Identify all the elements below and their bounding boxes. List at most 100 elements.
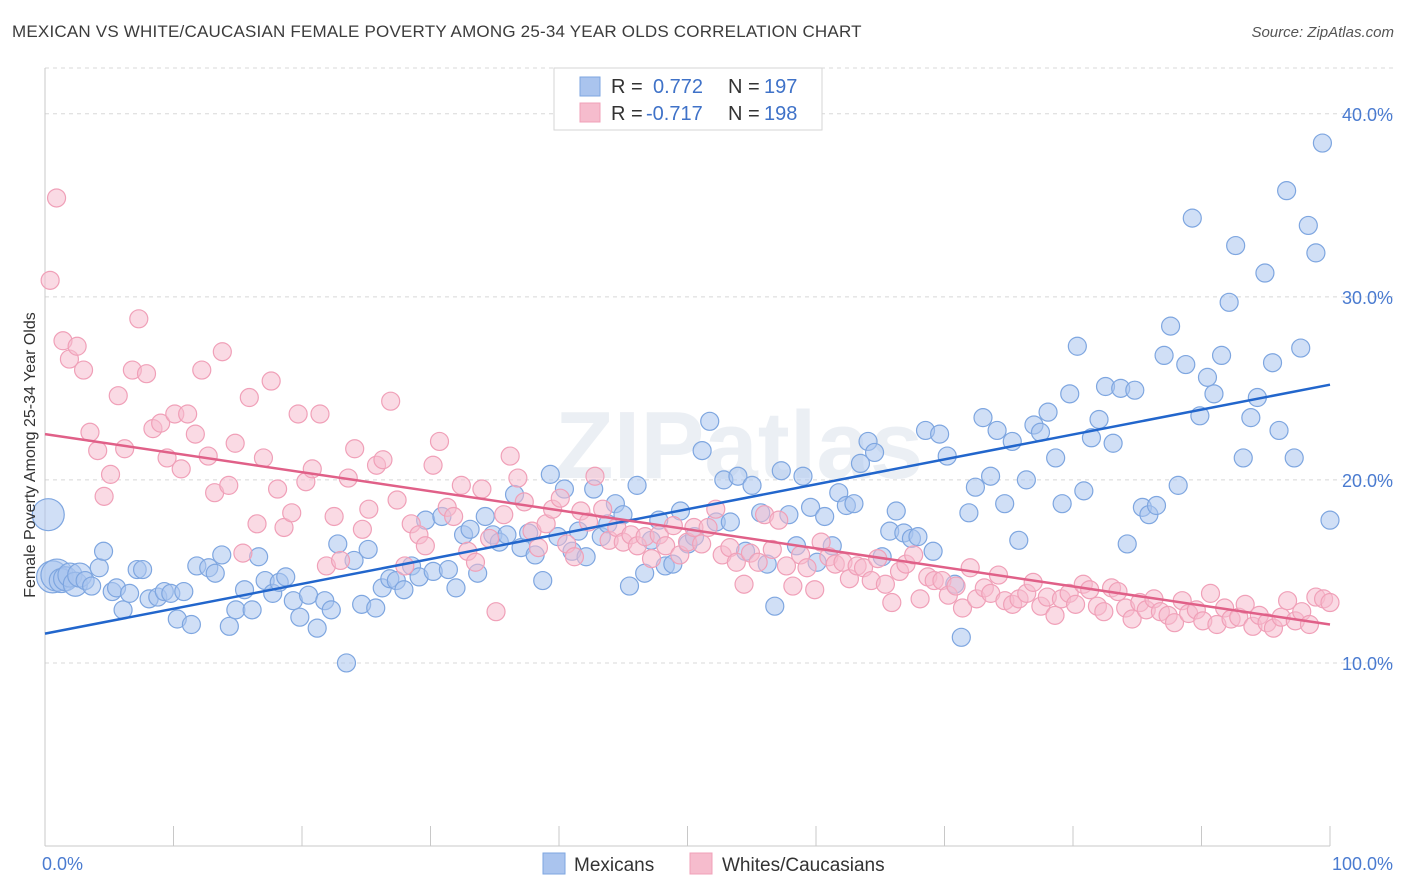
data-point	[151, 413, 171, 433]
data-point	[82, 576, 102, 596]
data-point	[1146, 495, 1167, 516]
data-point	[205, 563, 225, 583]
data-point	[460, 519, 480, 539]
data-point	[330, 550, 351, 571]
legend-r-label-mexicans: R =	[611, 76, 643, 98]
data-point	[908, 527, 928, 547]
data-point	[728, 466, 748, 486]
bottom-legend-swatch-mexicans	[542, 852, 566, 875]
whites-points	[40, 188, 1340, 638]
data-point	[1262, 353, 1283, 373]
legend-n-value-mexicans: 197	[764, 76, 797, 98]
data-point	[336, 653, 357, 673]
data-point	[844, 494, 864, 514]
data-point	[769, 510, 789, 530]
data-point	[1241, 408, 1261, 428]
data-point	[797, 558, 817, 578]
data-point	[959, 503, 979, 523]
data-point	[310, 404, 330, 424]
data-point	[528, 538, 549, 558]
data-point	[249, 547, 269, 567]
data-point	[307, 618, 327, 638]
data-point	[1182, 208, 1202, 228]
data-point	[1038, 402, 1058, 422]
data-point	[692, 534, 712, 554]
data-point	[288, 404, 308, 424]
data-point	[119, 583, 140, 603]
trendlines	[44, 383, 1331, 635]
data-point	[771, 461, 791, 481]
data-point	[995, 494, 1015, 514]
data-point	[1103, 433, 1123, 453]
data-point	[73, 360, 94, 380]
data-point	[276, 567, 296, 587]
data-point	[1299, 614, 1320, 635]
data-point	[174, 581, 194, 602]
data-point	[1160, 316, 1181, 336]
data-point	[1089, 409, 1109, 430]
legend-swatch-mexicans	[579, 76, 601, 97]
data-point	[564, 547, 585, 567]
data-point	[1067, 336, 1087, 356]
data-point	[886, 501, 906, 521]
data-point	[1154, 345, 1174, 366]
data-point	[951, 627, 971, 647]
legend-n-label-whites: N =	[728, 103, 760, 125]
data-point	[171, 459, 191, 479]
data-point	[805, 580, 825, 600]
data-point	[233, 543, 253, 563]
data-point	[387, 490, 407, 510]
data-point	[937, 446, 957, 466]
data-point	[321, 600, 341, 620]
data-point	[472, 479, 492, 499]
data-point	[720, 512, 740, 532]
data-point	[94, 486, 114, 506]
data-point	[324, 506, 344, 527]
data-point	[965, 477, 986, 497]
data-point	[1235, 594, 1255, 614]
data-point	[1226, 235, 1246, 256]
y-axis-label: Female Poverty Among 25-34 Year Olds	[22, 312, 39, 598]
data-point	[533, 570, 553, 591]
data-point	[734, 574, 754, 594]
data-point	[198, 446, 218, 466]
bottom-legend: Mexicans Whites/Caucasians	[542, 852, 885, 876]
data-point	[132, 559, 153, 580]
data-point	[423, 455, 443, 475]
chart-title: MEXICAN VS WHITE/CAUCASIAN FEMALE POVERT…	[12, 22, 862, 41]
y-tick-label: 10.0%	[1342, 654, 1393, 674]
x-tick-label-min: 0.0%	[42, 854, 83, 874]
data-point	[239, 387, 259, 408]
legend: R = 0.772 N = 197 R = -0.717 N = 198	[553, 67, 823, 131]
data-point	[748, 552, 768, 572]
data-point	[1164, 613, 1185, 633]
data-point	[181, 614, 201, 635]
data-point	[1060, 384, 1080, 404]
x-tick-label-max: 100.0%	[1332, 854, 1393, 874]
data-point	[298, 585, 319, 605]
data-point	[366, 598, 386, 618]
data-point	[475, 506, 495, 527]
data-point	[212, 545, 232, 565]
data-point	[108, 386, 128, 406]
data-point	[226, 600, 246, 620]
data-point	[923, 541, 943, 561]
data-point	[980, 466, 1001, 486]
data-point	[1125, 380, 1145, 400]
data-point	[776, 556, 797, 576]
data-point	[1197, 367, 1218, 387]
data-point	[345, 439, 365, 459]
data-point	[282, 503, 302, 523]
data-point	[508, 468, 528, 488]
data-point	[129, 309, 149, 329]
data-point	[1009, 530, 1029, 550]
data-point	[46, 188, 67, 208]
data-point	[1320, 592, 1340, 613]
data-point	[1122, 609, 1142, 629]
data-point	[1200, 583, 1221, 603]
data-point	[514, 492, 534, 512]
data-point	[692, 440, 712, 461]
data-point	[480, 528, 500, 549]
data-point	[381, 391, 401, 411]
data-point	[253, 448, 274, 468]
